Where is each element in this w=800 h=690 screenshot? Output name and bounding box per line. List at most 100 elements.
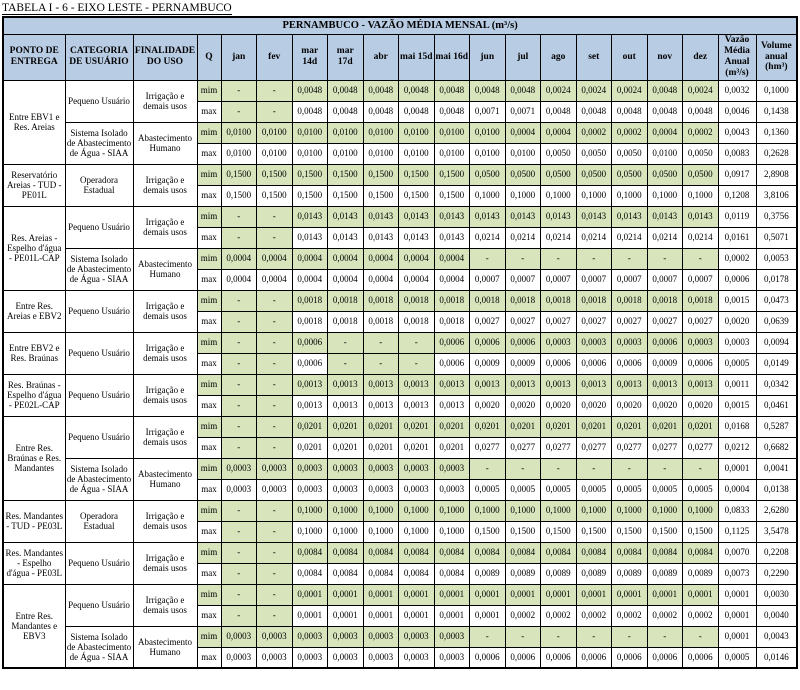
vazao-media-anual-cell: 0,0212 xyxy=(717,436,757,459)
vazao-media-anual-cell: 0,0119 xyxy=(717,205,757,228)
value-cell: 0,0003 xyxy=(327,478,364,501)
value-cell: 0,0003 xyxy=(398,625,435,648)
value-cell: 0,0004 xyxy=(362,268,399,291)
vazao-media-anual-cell: 0,0168 xyxy=(717,415,757,438)
value-cell: 0,0500 xyxy=(575,163,612,186)
value-cell: 0,0005 xyxy=(575,478,612,501)
table-row: max - -0,0013 0,0013 0,0013 0,0013 0,0013 0,002… xyxy=(3,394,798,417)
value-cell: 0,0100 xyxy=(291,142,328,165)
value-cell: 0,0100 xyxy=(504,142,541,165)
value-cell: 0,0214 xyxy=(646,226,683,249)
value-cell: 0,0018 xyxy=(611,289,648,312)
categoria-de-usuario-cell: Operadora Estadual xyxy=(64,163,134,207)
value-cell: - xyxy=(611,247,648,270)
value-cell: - xyxy=(220,520,257,543)
column-header-month: abr xyxy=(362,33,399,81)
volume-anual-cell: 0,1000 xyxy=(755,79,798,102)
categoria-de-usuario-cell: Pequeno Usuário xyxy=(64,373,134,417)
categoria-de-usuario-cell: Pequeno Usuário xyxy=(64,583,134,627)
volume-anual-cell: 0,0040 xyxy=(755,604,798,627)
vazao-media-anual-cell: 0,0083 xyxy=(717,142,757,165)
value-cell: 0,0013 xyxy=(504,373,541,396)
value-cell: 0,1000 xyxy=(540,184,577,207)
vazao-media-anual-cell: 0,0004 xyxy=(717,478,757,501)
categoria-de-usuario-cell: Sistema Isolado de Abastecimento de Água… xyxy=(64,625,134,669)
value-cell: 0,0100 xyxy=(220,121,257,144)
value-cell: 0,0006 xyxy=(540,352,577,375)
value-cell: 0,0004 xyxy=(433,247,470,270)
value-cell: 0,0018 xyxy=(540,289,577,312)
value-cell: - xyxy=(220,499,257,522)
value-cell: - xyxy=(256,415,293,438)
value-cell: 0,0002 xyxy=(682,121,719,144)
value-cell: 0,0006 xyxy=(433,331,470,354)
value-cell: 0,0500 xyxy=(611,163,648,186)
value-cell: 0,0006 xyxy=(469,331,506,354)
table-row: Res. Mandantes - Espelho d'água - PE03L P… xyxy=(2,541,798,585)
value-cell: 0,0003 xyxy=(220,646,257,669)
value-cell: 0,0143 xyxy=(433,205,470,228)
value-cell: 0,0100 xyxy=(362,142,399,165)
volume-anual-cell: 0,0473 xyxy=(755,289,798,312)
value-cell: 0,0005 xyxy=(469,478,506,501)
value-cell: 0,0003 xyxy=(327,625,364,648)
value-cell: 0,0001 xyxy=(362,583,399,606)
vazao-media-anual-cell: 0,0833 xyxy=(717,499,757,522)
value-cell: 0,0004 xyxy=(220,247,257,270)
value-cell: 0,0013 xyxy=(540,373,577,396)
table-row: Entre Res. Mandantes e EBV3 Pequeno Usuár… xyxy=(2,583,798,669)
value-cell: - xyxy=(256,499,293,522)
ponto-de-entrega-cell: Entre Res. Mandantes e EBV3 xyxy=(2,583,66,669)
value-cell: 0,0143 xyxy=(362,205,399,228)
value-cell: 0,0003 xyxy=(682,331,719,354)
value-cell: 0,0048 xyxy=(646,100,683,123)
categoria-de-usuario-cell: Pequeno Usuário xyxy=(64,331,134,375)
value-cell: - xyxy=(327,352,364,375)
column-header-month: mar 17d xyxy=(327,33,364,81)
ponto-de-entrega-cell: Reservatório Areias - TUD - PE01L xyxy=(2,163,66,207)
volume-anual-cell: 0,0461 xyxy=(755,394,798,417)
value-cell: 0,0201 xyxy=(646,415,683,438)
finalidade-do-uso-cell: Abastecimento Humano xyxy=(132,625,198,669)
finalidade-do-uso-cell: Abastecimento Humano xyxy=(132,121,198,165)
value-cell: 0,0018 xyxy=(469,289,506,312)
vazao-media-mensal-table: PERNAMBUCO - VAZÃO MÉDIA MENSAL (m³/s) P… xyxy=(2,16,799,669)
table-row: Sistema Isolado de Abastecimento de Água… xyxy=(3,457,798,501)
table-row: Sistema Isolado de Abastecimento de Água… xyxy=(3,247,798,291)
value-cell: 0,0007 xyxy=(540,268,577,291)
value-cell: 0,0084 xyxy=(327,541,364,564)
value-cell: 0,0201 xyxy=(398,415,435,438)
value-cell: 0,0003 xyxy=(291,646,328,669)
value-cell: 0,0006 xyxy=(291,352,328,375)
finalidade-do-uso-cell: Abastecimento Humano xyxy=(132,457,198,501)
volume-anual-cell: 0,0030 xyxy=(755,583,798,606)
value-cell: 0,0084 xyxy=(291,562,328,585)
value-cell: 0,0100 xyxy=(469,142,506,165)
value-cell: 0,0001 xyxy=(504,583,541,606)
value-cell: 0,0006 xyxy=(433,352,470,375)
value-cell: 0,0048 xyxy=(433,79,470,102)
value-cell: 0,1500 xyxy=(682,520,719,543)
value-cell: 0,1000 xyxy=(327,520,364,543)
value-cell: - xyxy=(220,373,257,396)
value-cell: - xyxy=(398,331,435,354)
volume-anual-cell: 2,6280 xyxy=(755,499,798,522)
value-cell: - xyxy=(646,457,683,480)
table-row: max - -0,0001 0,0001 0,0001 0,0001 0,0001 0,000… xyxy=(3,604,798,627)
column-header-month: jan xyxy=(220,33,257,81)
q-cell: mim xyxy=(196,625,222,648)
value-cell: - xyxy=(362,331,399,354)
value-cell: 0,0201 xyxy=(327,436,364,459)
value-cell: 0,1500 xyxy=(327,163,364,186)
value-cell: 0,0084 xyxy=(398,541,435,564)
value-cell: 0,0201 xyxy=(469,415,506,438)
vazao-media-anual-cell: 0,0070 xyxy=(717,541,757,564)
value-cell: 0,1000 xyxy=(398,520,435,543)
q-cell: mim xyxy=(196,79,222,102)
value-cell: 0,0143 xyxy=(540,205,577,228)
value-cell: 0,1500 xyxy=(362,163,399,186)
value-cell: 0,0201 xyxy=(504,415,541,438)
value-cell: - xyxy=(504,457,541,480)
q-cell: mim xyxy=(196,331,222,354)
value-cell: 0,1000 xyxy=(611,499,648,522)
